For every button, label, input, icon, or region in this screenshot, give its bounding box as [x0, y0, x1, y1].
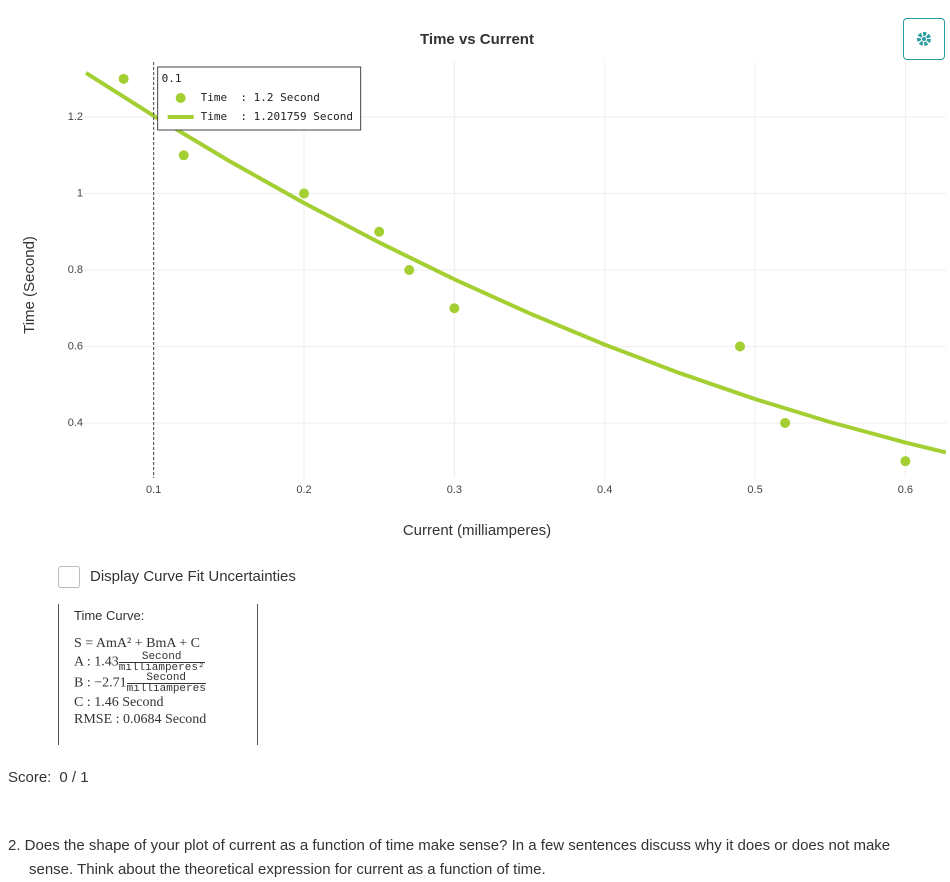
fit-panel: Time Curve: S = AmA² + BmA + C A : 1.43 S…: [58, 604, 258, 745]
unit-fraction: Second milliamperes: [126, 672, 206, 695]
fit-param: RMSE : 0.0684 Second: [74, 711, 257, 728]
unit-den: milliamperes²: [118, 662, 205, 674]
data-point: [374, 226, 385, 237]
tooltip-line: Time : 1.2 Second: [201, 91, 320, 104]
y-tick-label: 0.6: [68, 340, 83, 352]
chart: Time vs Current Current (milliamperes) T…: [21, 31, 946, 539]
checkbox[interactable]: [58, 566, 80, 588]
data-point: [118, 73, 129, 84]
fit-param: B : −2.71 Second milliamperes: [74, 672, 257, 695]
fit-heading: Time Curve:: [74, 608, 145, 623]
y-tick-label: 0.4: [68, 417, 83, 429]
unit-num: Second: [141, 651, 182, 663]
x-tick-label: 0.4: [597, 484, 612, 496]
data-point: [404, 265, 415, 275]
settings-button[interactable]: [903, 18, 945, 60]
fit-equation: S = AmA² + BmA + C: [74, 636, 200, 651]
tooltip-line: Time : 1.201759 Second: [201, 110, 353, 123]
score: Score: 0 / 1: [8, 769, 97, 786]
data-point: [449, 303, 460, 314]
x-tick-label: 0.5: [747, 484, 762, 496]
gear-icon: [917, 32, 931, 46]
fit-param: A : 1.43 Second milliamperes²: [74, 651, 257, 674]
data-point: [735, 341, 746, 352]
unit-den: milliamperes: [126, 683, 206, 695]
chart-title: Time vs Current: [420, 31, 534, 48]
x-tick-label: 0.3: [447, 484, 462, 496]
question: 2. Does the shape of your plot of curren…: [8, 837, 891, 878]
checkbox-label[interactable]: Display Curve Fit Uncertainties: [90, 568, 296, 585]
unit-num: Second: [146, 672, 187, 684]
plot-area: [84, 71, 946, 467]
data-point: [780, 417, 791, 428]
param-text: RMSE : 0.0684 Second: [74, 712, 207, 727]
data-point: [900, 456, 911, 467]
tooltip-box: [157, 66, 362, 131]
fit-curve: [84, 71, 946, 455]
fit-params: A : 1.43 Second milliamperes² B : −2.71 Seco…: [74, 652, 257, 728]
data-point: [299, 188, 310, 199]
y-axis-label: Time (Second): [21, 236, 38, 334]
x-tick-label: 0.1: [146, 484, 161, 496]
tooltip-marker: [175, 93, 186, 103]
score-value: 0 / 1: [59, 769, 89, 786]
fit-param: C : 1.46 Second: [74, 694, 257, 711]
y-tick-label: 1: [77, 187, 83, 199]
y-tick-label: 0.8: [68, 264, 83, 276]
param-text: B : −2.71: [74, 675, 127, 691]
x-tick-label: 0.2: [296, 484, 311, 496]
x-tick-label: 0.6: [898, 484, 913, 496]
unit-fraction: Second milliamperes²: [118, 651, 205, 674]
data-point: [178, 150, 189, 161]
y-tick-label: 1.2: [68, 111, 83, 123]
x-axis-label: Current (milliamperes): [403, 522, 551, 539]
param-text: A : 1.43: [74, 654, 119, 670]
tooltip-header: 0.1: [162, 72, 182, 85]
param-text: C : 1.46 Second: [74, 695, 164, 710]
score-label: Score:: [8, 769, 52, 786]
